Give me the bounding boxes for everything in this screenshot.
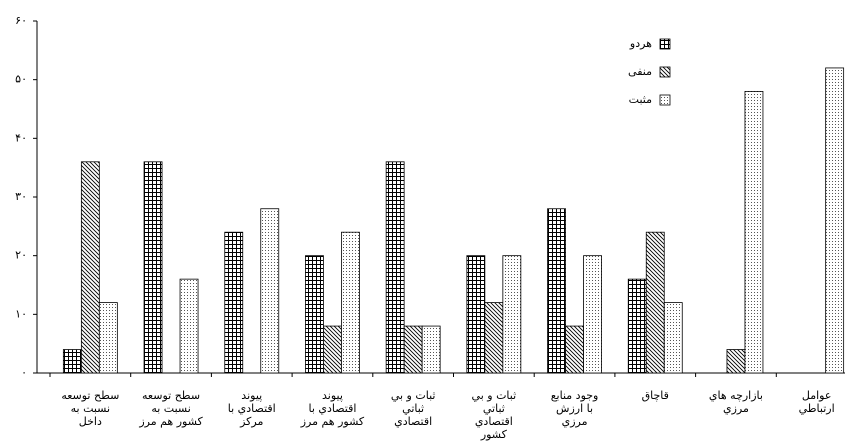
- y-tick-label: ۱۰: [15, 307, 27, 320]
- bar: [421, 325, 441, 374]
- bar: [143, 161, 163, 374]
- x-tick-label: ثبات و بي ثباتي اقتصادي كشور: [472, 389, 517, 441]
- x-tick-label: پيوند اقتصادي با مركز: [228, 389, 276, 428]
- y-tick-label: ۶۰: [15, 14, 27, 27]
- x-tick-label: قاچاق: [642, 389, 669, 402]
- bar: [645, 231, 665, 374]
- bar: [663, 302, 683, 374]
- y-tick-label: ۲۰: [15, 249, 27, 262]
- bar: [466, 255, 486, 374]
- legend-swatch: [659, 38, 671, 50]
- legend-swatch: [659, 66, 671, 78]
- bar: [260, 208, 280, 374]
- bar: [341, 231, 360, 374]
- bar: [627, 278, 647, 374]
- legend-label: منفی: [628, 65, 652, 78]
- legend-label: هردو: [629, 37, 652, 50]
- bar: [80, 161, 100, 374]
- legend-swatch: [659, 94, 671, 106]
- x-tick-label: وجود منابع با ارزش مرزي: [551, 389, 599, 428]
- bar: [744, 91, 764, 374]
- y-tick-label: ۰: [21, 366, 27, 379]
- bar: [502, 255, 522, 374]
- bar: [726, 349, 746, 374]
- bar: [323, 325, 342, 374]
- y-tick-label: ۳۰: [15, 190, 27, 203]
- x-tick-label: سطح توسعه نسبت به كشور هم مرز: [138, 389, 203, 428]
- y-tick-label: ۵۰: [15, 73, 27, 86]
- x-tick-label: پيوند اقتصادي با كشور هم مرز: [300, 389, 365, 428]
- y-tick-label: ۴۰: [15, 131, 27, 144]
- bar: [385, 161, 405, 374]
- bar: [305, 255, 324, 374]
- bar: [403, 325, 423, 374]
- x-tick-label: سطح توسعه نسبت به داخل: [61, 389, 119, 428]
- bar: [565, 325, 584, 374]
- legend-label: مثبت: [629, 93, 652, 106]
- bar: [98, 302, 118, 374]
- bar: [224, 231, 244, 374]
- bar: [547, 208, 566, 374]
- x-tick-label: ثبات و بي ثباتي اقتصادي: [391, 389, 436, 428]
- bar: [583, 255, 602, 374]
- x-tick-label: بازارچه هاي مرزي: [709, 389, 763, 415]
- bar: [62, 349, 82, 374]
- bar: [179, 278, 199, 374]
- bar: [484, 302, 504, 374]
- bar: [825, 67, 845, 374]
- x-tick-label: عوامل ارتباطي: [799, 389, 835, 415]
